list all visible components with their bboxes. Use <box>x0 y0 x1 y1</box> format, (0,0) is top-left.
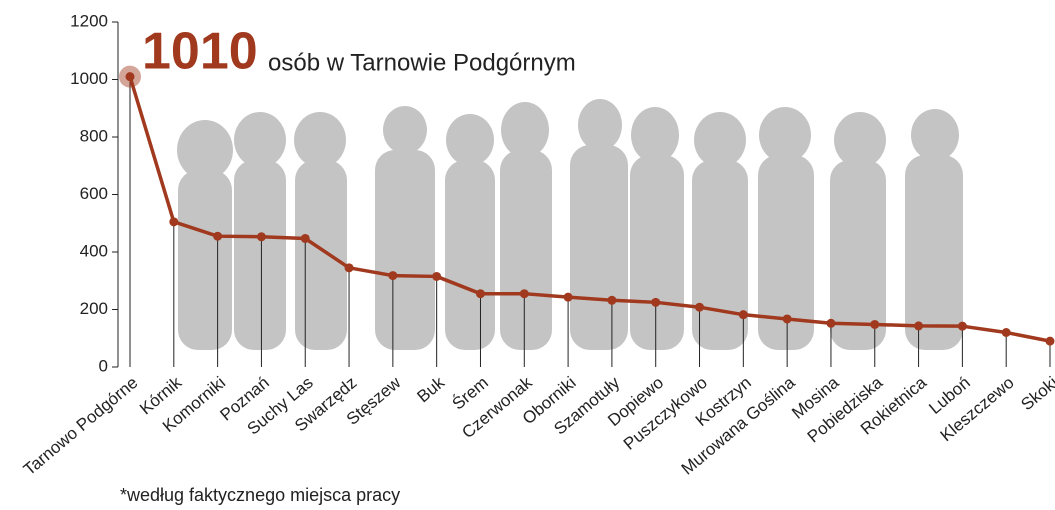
point <box>169 217 179 227</box>
line <box>128 76 1051 343</box>
y-tick-label: 0 <box>99 356 108 375</box>
point <box>344 263 354 273</box>
point <box>826 318 836 328</box>
point <box>782 314 792 324</box>
y-tick-label: 200 <box>80 299 108 318</box>
footnote: *według faktycznego miejsca pracy <box>120 485 400 505</box>
point <box>957 321 967 331</box>
point <box>607 295 617 305</box>
point <box>1045 336 1055 346</box>
annotation: osób w Tarnowie Podgórnym <box>268 49 576 76</box>
point <box>388 271 398 281</box>
y-tick-label: 1200 <box>70 11 108 30</box>
point <box>1001 328 1011 337</box>
point <box>519 289 529 299</box>
point <box>213 231 223 241</box>
point <box>914 321 924 331</box>
point <box>651 297 661 307</box>
silhouettes <box>177 99 963 350</box>
y-tick-label: 800 <box>80 126 108 145</box>
point <box>475 289 485 299</box>
x-tick-label: Buk <box>413 373 448 407</box>
y-tick-label: 600 <box>80 184 108 203</box>
x-tick-label: Tarnowo Podgórne <box>20 373 142 479</box>
y-tick-label: 400 <box>80 241 108 260</box>
highlight-value: 1010 <box>142 23 258 81</box>
point <box>125 72 135 82</box>
y-tick-label: 1000 <box>70 69 108 88</box>
point <box>695 302 705 312</box>
point <box>300 233 310 243</box>
point <box>563 292 573 302</box>
point <box>256 232 266 242</box>
x-tick-label: Skoki <box>1017 373 1055 414</box>
point <box>738 310 748 320</box>
point <box>432 271 442 281</box>
point <box>870 319 880 329</box>
